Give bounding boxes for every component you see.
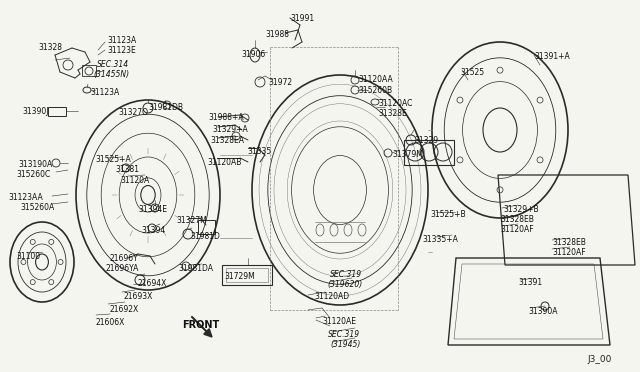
Text: 31123AA: 31123AA <box>8 193 43 202</box>
Text: 31991: 31991 <box>290 14 314 23</box>
Text: 31729M: 31729M <box>224 272 255 281</box>
Text: 21693X: 21693X <box>124 292 154 301</box>
Text: 315260B: 315260B <box>358 86 392 95</box>
Text: 31328EB: 31328EB <box>500 215 534 224</box>
Text: J3_00: J3_00 <box>588 356 612 365</box>
Text: 31329: 31329 <box>414 136 438 145</box>
Text: 31328E: 31328E <box>378 109 407 118</box>
Text: 31120AC: 31120AC <box>378 99 412 108</box>
Text: 31328EB: 31328EB <box>552 238 586 247</box>
Text: 31123A: 31123A <box>107 36 136 45</box>
Text: 31120AA: 31120AA <box>358 75 393 84</box>
Text: 31327O: 31327O <box>118 108 148 117</box>
Text: 31981DA: 31981DA <box>178 264 213 273</box>
Text: 21696YA: 21696YA <box>105 264 138 273</box>
Text: 31390J: 31390J <box>22 107 49 116</box>
Text: 31525+A: 31525+A <box>95 155 131 164</box>
Text: 21692X: 21692X <box>110 305 140 314</box>
Text: 31988: 31988 <box>265 30 289 39</box>
Text: 31525+B: 31525+B <box>430 210 466 219</box>
Text: 31981D: 31981D <box>190 232 220 241</box>
Text: 31120AB: 31120AB <box>207 158 241 167</box>
Text: 31394: 31394 <box>141 226 165 235</box>
Text: FRONT: FRONT <box>182 320 220 330</box>
Text: 31379M: 31379M <box>392 150 423 159</box>
Text: 31390A: 31390A <box>528 307 557 316</box>
Text: (31945): (31945) <box>330 340 360 349</box>
Text: 31328: 31328 <box>38 43 62 52</box>
Text: 31329+A: 31329+A <box>212 125 248 134</box>
Text: 31120AF: 31120AF <box>500 225 534 234</box>
Text: 31120AD: 31120AD <box>314 292 349 301</box>
Text: (319620): (319620) <box>327 280 362 289</box>
Text: 31120AF: 31120AF <box>552 248 586 257</box>
Text: SEC.319: SEC.319 <box>330 270 362 279</box>
Text: 313190A: 313190A <box>18 160 52 169</box>
Text: 31972: 31972 <box>268 78 292 87</box>
Text: 315260A: 315260A <box>20 203 54 212</box>
Text: 31335+A: 31335+A <box>422 235 458 244</box>
Text: 31100: 31100 <box>16 252 40 261</box>
Text: 31381: 31381 <box>115 165 139 174</box>
Text: 31906: 31906 <box>241 50 265 59</box>
Text: 31120A: 31120A <box>120 176 149 185</box>
Text: 21606X: 21606X <box>96 318 125 327</box>
Text: 31327M: 31327M <box>176 216 207 225</box>
Text: 31328EA: 31328EA <box>210 136 244 145</box>
Text: 21694X: 21694X <box>138 279 168 288</box>
Text: 31525: 31525 <box>460 68 484 77</box>
Text: 31391+A: 31391+A <box>534 52 570 61</box>
Text: 315260C: 315260C <box>16 170 51 179</box>
Text: 31120AE: 31120AE <box>322 317 356 326</box>
Text: SEC.314: SEC.314 <box>97 60 129 69</box>
Text: 31329+B: 31329+B <box>503 205 539 214</box>
Text: 31123E: 31123E <box>107 46 136 55</box>
Text: (31455N): (31455N) <box>93 70 129 79</box>
Text: 31988+A: 31988+A <box>208 113 244 122</box>
Text: 31394E: 31394E <box>138 205 167 214</box>
Text: 31335: 31335 <box>247 147 271 156</box>
Text: 31391: 31391 <box>518 278 542 287</box>
Text: 31123A: 31123A <box>90 88 119 97</box>
Text: 31981DB: 31981DB <box>148 103 183 112</box>
Text: SEC.319: SEC.319 <box>328 330 360 339</box>
Text: 21696Y: 21696Y <box>110 254 139 263</box>
